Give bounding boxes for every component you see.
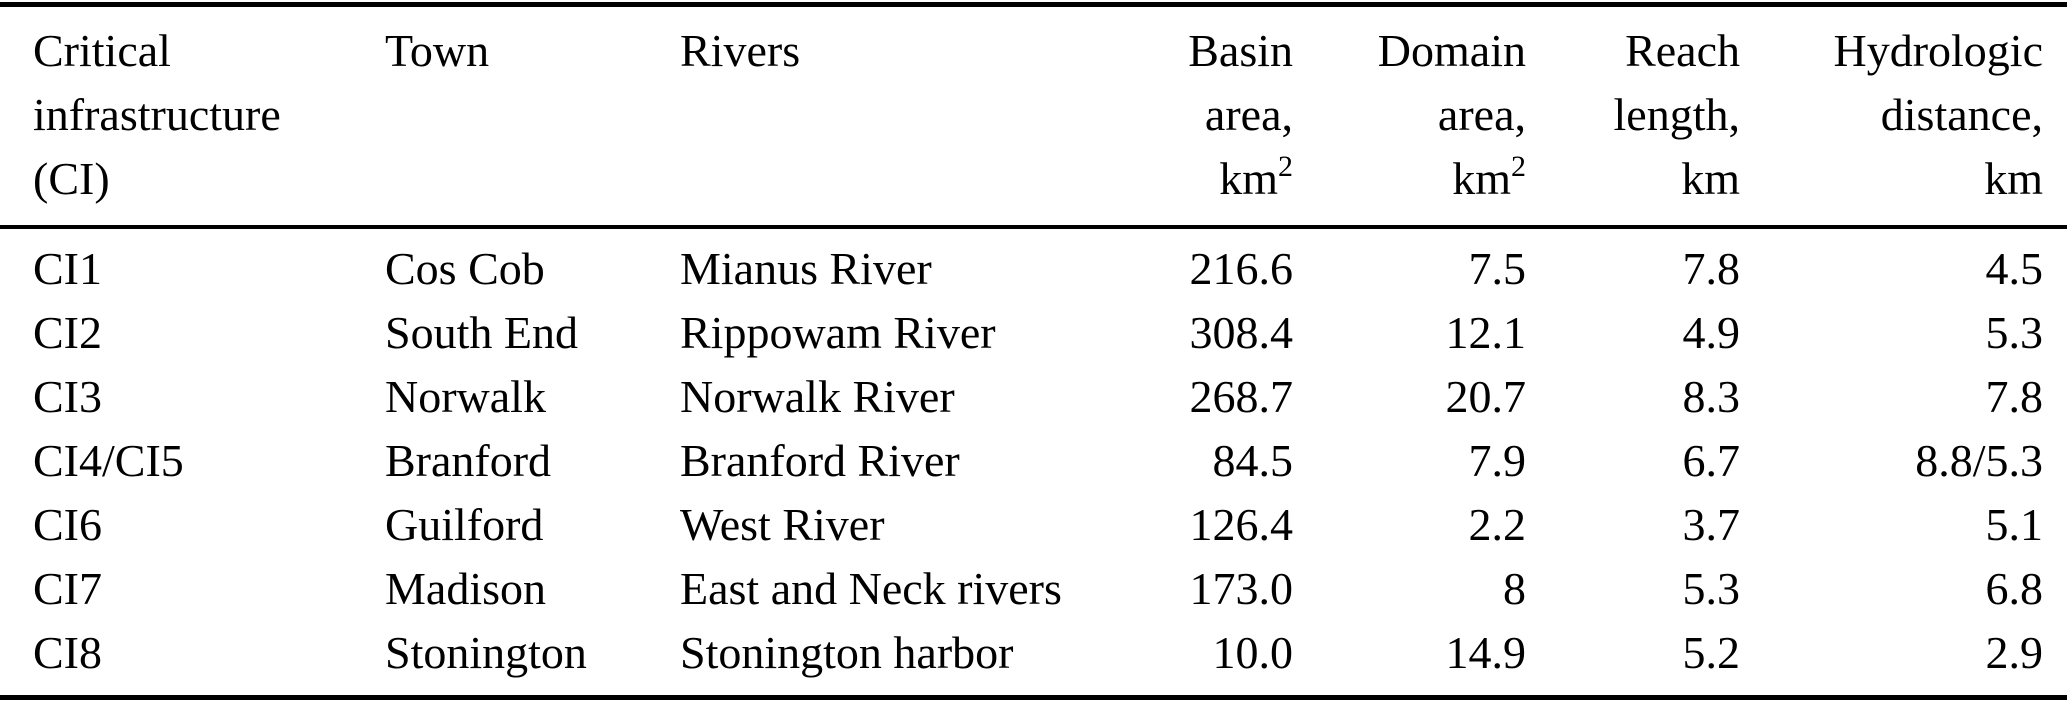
header-line: Basin xyxy=(1188,25,1293,76)
cell-basin-area: 10.0 xyxy=(1135,621,1293,700)
header-line: distance, xyxy=(1880,89,2043,140)
unit-label: km xyxy=(1984,153,2043,204)
cell-hydrologic-distance: 8.8/5.3 xyxy=(1915,435,2043,486)
cell-reach-length: 5.2 xyxy=(1526,621,1740,700)
col-header-domain-area: Domain area, km2 xyxy=(1293,2,1526,229)
cell-basin-area: 173.0 xyxy=(1189,563,1294,614)
unit-label: km xyxy=(1681,153,1740,204)
header-line: Hydrologic xyxy=(1833,25,2043,76)
cell-reach-length: 3.7 xyxy=(1682,499,1741,550)
cell-ci: CI2 xyxy=(33,307,102,358)
col-header-basin-area: Basin area, km2 xyxy=(1135,2,1293,229)
cell-basin-area: 216.6 xyxy=(1189,243,1294,294)
cell-hydrologic-distance: 2.9 xyxy=(1740,621,2067,700)
header-row: Critical infrastructure (CI) Town Rivers… xyxy=(0,2,2067,229)
cell-town: Stonington xyxy=(385,621,680,700)
cell-town: Branford xyxy=(385,435,552,486)
header-line: area, xyxy=(1437,89,1526,140)
cell-rivers: East and Neck rivers xyxy=(680,563,1062,614)
cell-ci: CI8 xyxy=(0,621,385,700)
cell-hydrologic-distance: 7.8 xyxy=(1985,371,2044,422)
cell-hydrologic-distance: 5.3 xyxy=(1985,307,2044,358)
cell-rivers: Mianus River xyxy=(680,243,932,294)
header-line: Domain xyxy=(1377,25,1526,76)
cell-rivers: Norwalk River xyxy=(680,371,955,422)
cell-hydrologic-distance: 5.1 xyxy=(1985,499,2044,550)
unit-label: km xyxy=(1452,153,1511,204)
cell-town: Norwalk xyxy=(385,371,546,422)
cell-town: South End xyxy=(385,307,578,358)
superscript-2: 2 xyxy=(1278,150,1293,183)
cell-hydrologic-distance: 4.5 xyxy=(1985,243,2044,294)
cell-ci: CI1 xyxy=(33,243,102,294)
cell-basin-area: 308.4 xyxy=(1189,307,1294,358)
header-line: infrastructure xyxy=(33,89,281,140)
header-line: (CI) xyxy=(33,153,110,204)
col-header-reach-length: Reach length, km xyxy=(1526,2,1740,229)
unit-label: km xyxy=(1219,153,1278,204)
header-line: area, xyxy=(1204,89,1293,140)
cell-reach-length: 7.8 xyxy=(1682,243,1741,294)
table-row: CI6 Guilford West River 126.4 2.2 3.7 5.… xyxy=(0,493,2067,557)
cell-rivers: Branford River xyxy=(680,435,960,486)
cell-reach-length: 6.7 xyxy=(1682,435,1741,486)
header-line: Reach xyxy=(1625,25,1740,76)
cell-ci: CI4/CI5 xyxy=(33,435,184,486)
cell-domain-area: 2.2 xyxy=(1468,499,1527,550)
cell-town: Cos Cob xyxy=(385,243,545,294)
cell-reach-length: 8.3 xyxy=(1682,371,1741,422)
cell-ci: CI7 xyxy=(33,563,102,614)
header-line: km2 xyxy=(1135,147,1293,211)
cell-domain-area: 20.7 xyxy=(1445,371,1527,422)
header-line: km2 xyxy=(1293,147,1526,211)
cell-hydrologic-distance: 6.8 xyxy=(1985,563,2044,614)
superscript-2: 2 xyxy=(1511,150,1526,183)
header-line: length, xyxy=(1613,89,1740,140)
header-line: Critical xyxy=(33,25,171,76)
table-row: CI1 Cos Cob Mianus River 216.6 7.5 7.8 4… xyxy=(0,227,2067,301)
cell-rivers: Rippowam River xyxy=(680,307,996,358)
cell-town: Guilford xyxy=(385,499,544,550)
col-header-hydrologic-distance: Hydrologic distance, km xyxy=(1740,2,2067,229)
col-header-rivers: Rivers xyxy=(680,2,1135,229)
header-line: Rivers xyxy=(680,25,801,76)
table-row: CI7 Madison East and Neck rivers 173.0 8… xyxy=(0,557,2067,621)
cell-domain-area: 8 xyxy=(1503,563,1526,614)
cell-domain-area: 7.9 xyxy=(1468,435,1527,486)
table-row: CI2 South End Rippowam River 308.4 12.1 … xyxy=(0,301,2067,365)
cell-reach-length: 4.9 xyxy=(1682,307,1741,358)
cell-ci: CI3 xyxy=(33,371,102,422)
table-row: CI8 Stonington Stonington harbor 10.0 14… xyxy=(0,621,2067,700)
header-line: Town xyxy=(385,25,490,76)
cell-basin-area: 84.5 xyxy=(1212,435,1294,486)
table-row: CI3 Norwalk Norwalk River 268.7 20.7 8.3… xyxy=(0,365,2067,429)
cell-rivers: West River xyxy=(680,499,885,550)
table-row: CI4/CI5 Branford Branford River 84.5 7.9… xyxy=(0,429,2067,493)
col-header-critical-infrastructure: Critical infrastructure (CI) xyxy=(0,2,385,229)
cell-rivers: Stonington harbor xyxy=(680,621,1135,700)
cell-ci: CI6 xyxy=(33,499,102,550)
cell-domain-area: 12.1 xyxy=(1445,307,1527,358)
cell-reach-length: 5.3 xyxy=(1682,563,1741,614)
cell-basin-area: 268.7 xyxy=(1189,371,1294,422)
col-header-town: Town xyxy=(385,2,680,229)
cell-domain-area: 14.9 xyxy=(1293,621,1526,700)
cell-domain-area: 7.5 xyxy=(1468,243,1527,294)
cell-town: Madison xyxy=(385,563,546,614)
cell-basin-area: 126.4 xyxy=(1189,499,1294,550)
